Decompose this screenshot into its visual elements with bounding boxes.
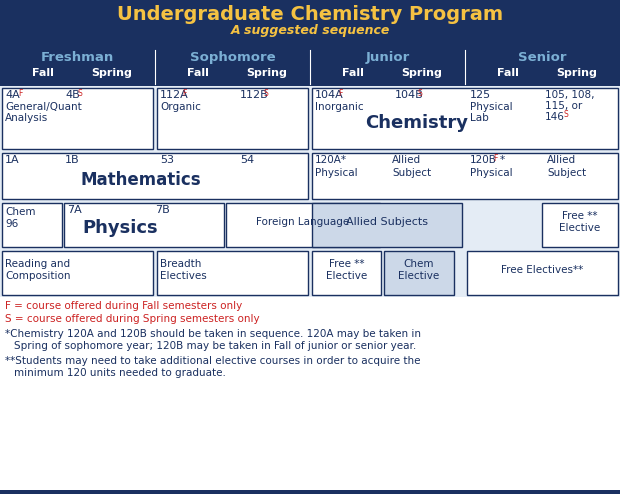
Text: F: F bbox=[338, 89, 342, 98]
Text: Free **: Free ** bbox=[562, 211, 598, 221]
Bar bbox=[0, 86, 620, 151]
Text: F: F bbox=[18, 89, 22, 98]
Text: Freshman: Freshman bbox=[41, 51, 114, 64]
Text: Free Electives**: Free Electives** bbox=[502, 265, 583, 275]
Text: S: S bbox=[263, 89, 268, 98]
Text: Chem: Chem bbox=[5, 207, 35, 217]
Text: Breadth: Breadth bbox=[160, 259, 202, 269]
Text: Chem: Chem bbox=[404, 259, 434, 269]
Text: Elective: Elective bbox=[326, 271, 368, 281]
Text: 53: 53 bbox=[160, 155, 174, 165]
Text: Fall: Fall bbox=[497, 68, 520, 78]
Bar bbox=[0, 48, 620, 86]
Bar bbox=[226, 203, 380, 247]
Bar bbox=[2, 203, 62, 247]
Bar bbox=[0, 151, 620, 201]
Text: 4B: 4B bbox=[65, 90, 80, 100]
Text: Sophomore: Sophomore bbox=[190, 51, 275, 64]
Text: General/Quant: General/Quant bbox=[5, 102, 82, 112]
Bar bbox=[312, 251, 381, 295]
Text: Chemistry: Chemistry bbox=[365, 114, 468, 132]
Bar bbox=[542, 203, 618, 247]
Text: 1B: 1B bbox=[65, 155, 80, 165]
Text: 115, or: 115, or bbox=[545, 101, 582, 111]
Text: Allied: Allied bbox=[547, 155, 576, 165]
Bar bbox=[467, 251, 618, 295]
Bar bbox=[2, 88, 153, 149]
Text: Foreign Language: Foreign Language bbox=[257, 217, 350, 227]
Text: Electives: Electives bbox=[160, 271, 206, 281]
Bar bbox=[384, 251, 454, 295]
Text: 120B: 120B bbox=[470, 155, 497, 165]
Text: Inorganic: Inorganic bbox=[315, 102, 363, 112]
Text: Subject: Subject bbox=[547, 168, 586, 178]
Text: 7B: 7B bbox=[155, 205, 170, 215]
Text: Elective: Elective bbox=[559, 223, 601, 233]
Text: Mathematics: Mathematics bbox=[80, 171, 201, 189]
Bar bbox=[2, 251, 153, 295]
Text: **Students may need to take additional elective courses in order to acquire the: **Students may need to take additional e… bbox=[5, 356, 420, 366]
Text: Spring: Spring bbox=[246, 68, 287, 78]
Text: Allied: Allied bbox=[392, 155, 421, 165]
Text: 7A: 7A bbox=[67, 205, 82, 215]
Text: 54: 54 bbox=[240, 155, 254, 165]
Text: Physical: Physical bbox=[470, 168, 513, 178]
Text: 120A*: 120A* bbox=[315, 155, 347, 165]
Text: Free **: Free ** bbox=[329, 259, 365, 269]
Text: 112A: 112A bbox=[160, 90, 188, 100]
Text: 146: 146 bbox=[545, 112, 565, 122]
Text: Spring of sophomore year; 120B may be taken in Fall of junior or senior year.: Spring of sophomore year; 120B may be ta… bbox=[14, 341, 416, 351]
Bar bbox=[157, 251, 308, 295]
Text: Organic: Organic bbox=[160, 102, 201, 112]
Text: 105, 108,: 105, 108, bbox=[545, 90, 595, 100]
Text: Physical: Physical bbox=[315, 168, 358, 178]
Text: S: S bbox=[563, 110, 568, 119]
Text: 104A: 104A bbox=[315, 90, 343, 100]
Text: Subject: Subject bbox=[392, 168, 431, 178]
Bar bbox=[64, 203, 224, 247]
Bar bbox=[312, 153, 618, 199]
Text: A suggested sequence: A suggested sequence bbox=[230, 24, 390, 37]
Text: Fall: Fall bbox=[187, 68, 210, 78]
Text: S = course offered during Spring semesters only: S = course offered during Spring semeste… bbox=[5, 314, 260, 324]
Bar bbox=[312, 88, 618, 149]
Text: Undergraduate Chemistry Program: Undergraduate Chemistry Program bbox=[117, 5, 503, 24]
Text: S: S bbox=[418, 89, 423, 98]
Bar bbox=[0, 490, 620, 494]
Text: Fall: Fall bbox=[32, 68, 55, 78]
Text: Spring: Spring bbox=[401, 68, 442, 78]
Text: S: S bbox=[78, 89, 82, 98]
Bar bbox=[0, 201, 620, 249]
Text: Physical: Physical bbox=[470, 102, 513, 112]
Text: Spring: Spring bbox=[556, 68, 597, 78]
Bar bbox=[2, 153, 308, 199]
Text: 1A: 1A bbox=[5, 155, 20, 165]
Text: Senior: Senior bbox=[518, 51, 567, 64]
Text: Lab: Lab bbox=[470, 113, 489, 123]
Text: Physics: Physics bbox=[82, 219, 157, 237]
Text: Analysis: Analysis bbox=[5, 113, 48, 123]
Bar bbox=[312, 203, 462, 247]
Text: Junior: Junior bbox=[365, 51, 410, 64]
Text: Fall: Fall bbox=[342, 68, 365, 78]
Text: Composition: Composition bbox=[5, 271, 71, 281]
Text: 112B: 112B bbox=[240, 90, 268, 100]
Text: Reading and: Reading and bbox=[5, 259, 70, 269]
Bar bbox=[0, 0, 620, 48]
Text: F: F bbox=[182, 89, 187, 98]
Text: minimum 120 units needed to graduate.: minimum 120 units needed to graduate. bbox=[14, 368, 226, 378]
Text: F = course offered during Fall semesters only: F = course offered during Fall semesters… bbox=[5, 301, 242, 311]
Text: 4A: 4A bbox=[5, 90, 20, 100]
Text: Spring: Spring bbox=[91, 68, 132, 78]
Text: *: * bbox=[500, 155, 505, 165]
Text: 96: 96 bbox=[5, 219, 18, 229]
Text: *Chemistry 120A and 120B should be taken in sequence. 120A may be taken in: *Chemistry 120A and 120B should be taken… bbox=[5, 329, 421, 339]
Bar bbox=[157, 88, 308, 149]
Text: 125: 125 bbox=[470, 90, 491, 100]
Text: 104B: 104B bbox=[395, 90, 423, 100]
Text: F: F bbox=[493, 154, 497, 163]
Bar bbox=[0, 249, 620, 297]
Text: Allied Subjects: Allied Subjects bbox=[346, 217, 428, 227]
Text: Elective: Elective bbox=[399, 271, 440, 281]
